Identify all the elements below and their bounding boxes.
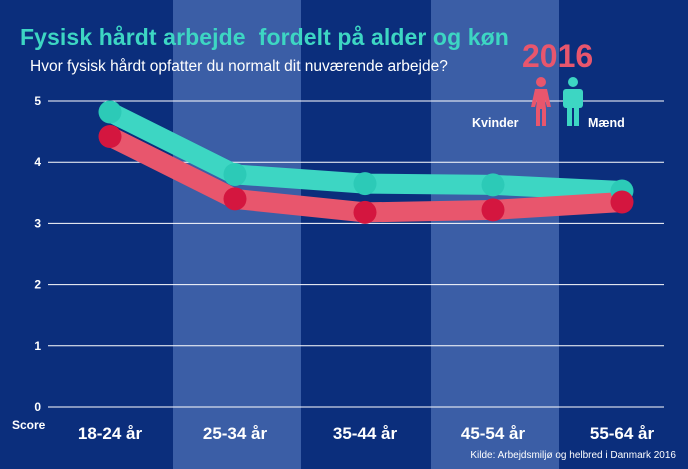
source-note: Kilde: Arbejdsmiljø og helbred i Danmark… <box>470 450 676 461</box>
data-point-men <box>481 173 505 197</box>
male-icon <box>563 77 583 126</box>
female-icon <box>531 77 551 126</box>
chart-title: Fysisk hårdt arbejde fordelt på alder og… <box>20 24 509 50</box>
x-tick-label: 25-34 år <box>203 424 268 443</box>
data-point-women <box>353 200 377 224</box>
data-point-women <box>98 124 122 148</box>
y-tick-label: 2 <box>34 278 41 292</box>
x-tick-label: 45-54 år <box>461 424 526 443</box>
data-point-women <box>223 187 247 211</box>
column-band <box>431 0 559 469</box>
data-point-women <box>481 198 505 222</box>
column-band <box>173 0 301 469</box>
y-axis-label: Score <box>12 418 46 432</box>
x-tick-label: 35-44 år <box>333 424 398 443</box>
legend-women: Kvinder <box>472 116 519 130</box>
y-tick-label: 3 <box>34 216 41 230</box>
y-tick-label: 1 <box>34 339 41 353</box>
chart-subtitle: Hvor fysisk hårdt opfatter du normalt di… <box>30 58 448 75</box>
year-label: 2016 <box>522 38 594 74</box>
data-point-men <box>353 172 377 196</box>
data-point-men <box>98 100 122 124</box>
legend-men: Mænd <box>588 116 625 130</box>
y-tick-label: 4 <box>34 155 41 169</box>
data-point-women <box>610 190 634 214</box>
data-point-men <box>223 162 247 186</box>
y-tick-label: 0 <box>34 400 41 414</box>
x-tick-label: 18-24 år <box>78 424 143 443</box>
y-tick-label: 5 <box>34 94 41 108</box>
x-tick-label: 55-64 år <box>590 424 655 443</box>
